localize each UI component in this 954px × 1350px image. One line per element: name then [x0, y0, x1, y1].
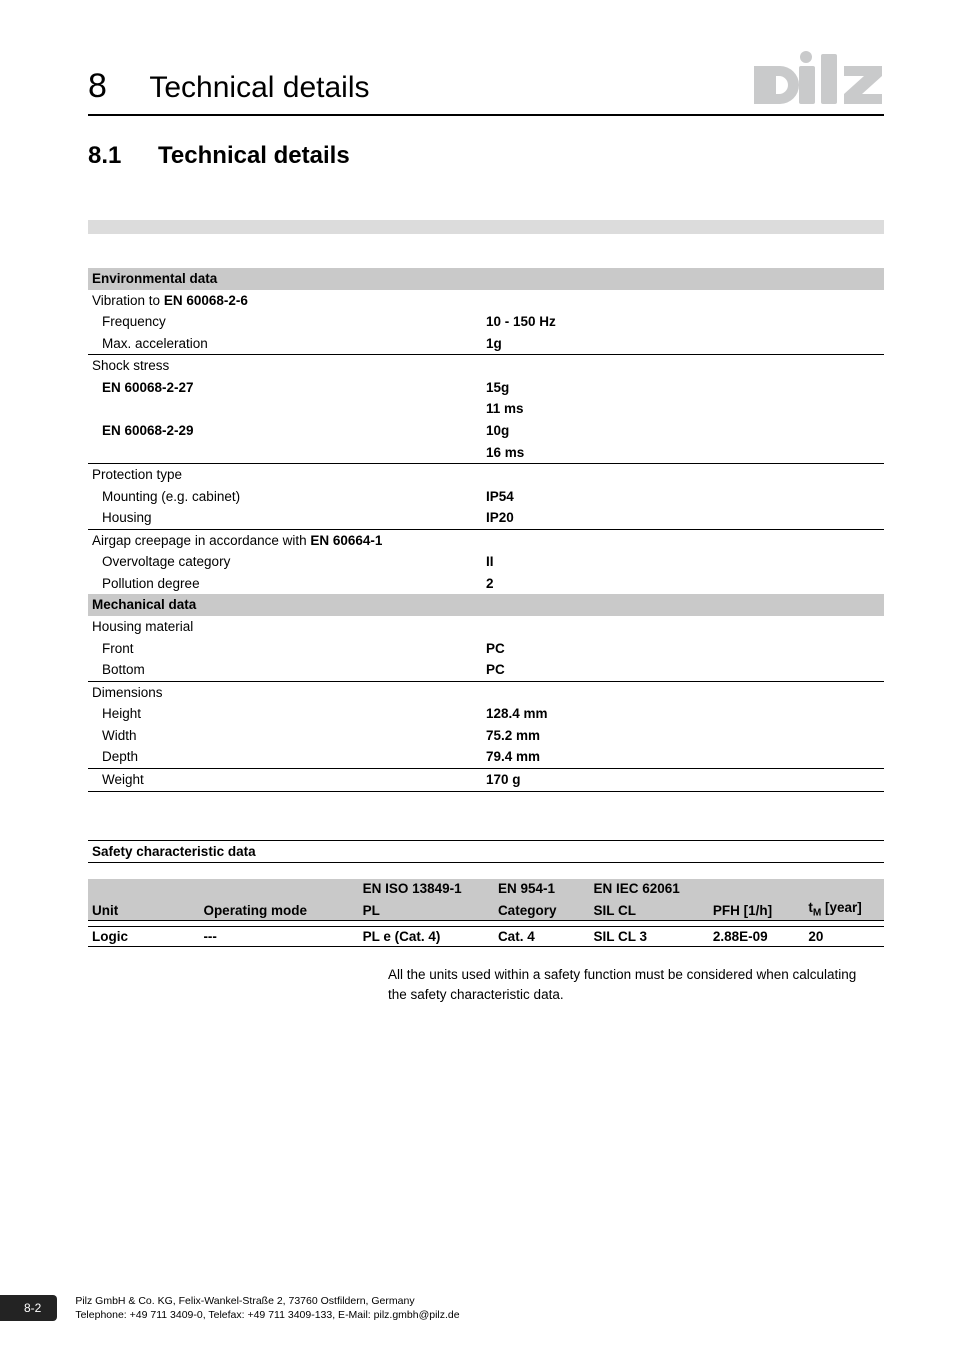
- spec-group-header: Mechanical data: [88, 594, 884, 616]
- spec-label: Bottom: [88, 659, 486, 681]
- spec-value: [486, 616, 884, 638]
- col-unit: Unit: [88, 898, 199, 921]
- safety-table: EN ISO 13849-1 EN 954-1 EN IEC 62061 Uni…: [88, 879, 884, 948]
- spec-label: Height: [88, 703, 486, 725]
- page-header: 8 Technical details: [88, 50, 884, 106]
- spec-label: [88, 442, 486, 464]
- spec-label: Vibration to EN 60068-2-6: [88, 290, 486, 312]
- spec-label: Dimensions: [88, 681, 486, 703]
- pilz-logo-icon: [754, 50, 884, 106]
- spec-value: IP20: [486, 507, 884, 529]
- spec-label: Protection type: [88, 464, 486, 486]
- spec-label: Pollution degree: [88, 573, 486, 595]
- spec-value: II: [486, 551, 884, 573]
- col-pfh: PFH [1/h]: [709, 898, 805, 921]
- safety-mode: ---: [199, 927, 358, 947]
- spec-label: Width: [88, 725, 486, 747]
- spec-value: 1g: [486, 333, 884, 355]
- spec-value: 2: [486, 573, 884, 595]
- page-number-badge: 8-2: [0, 1295, 57, 1321]
- col-mode: Operating mode: [199, 898, 358, 921]
- col-pl-top: EN ISO 13849-1: [359, 879, 494, 898]
- chapter-number: 8: [88, 67, 107, 105]
- spec-value: [486, 355, 884, 377]
- col-sil-bottom: SIL CL: [589, 898, 708, 921]
- page-footer: 8-2 Pilz GmbH & Co. KG, Felix-Wankel-Str…: [0, 1294, 460, 1322]
- col-cat-bottom: Category: [494, 898, 590, 921]
- safety-tm: 20: [804, 927, 884, 947]
- header-rule: [88, 114, 884, 116]
- safety-cat: Cat. 4: [494, 927, 590, 947]
- col-sil-top: EN IEC 62061: [589, 879, 708, 898]
- spec-table: Environmental dataVibration to EN 60068-…: [88, 268, 884, 792]
- spec-label: Housing: [88, 507, 486, 529]
- spec-label: Overvoltage category: [88, 551, 486, 573]
- spec-label: [88, 398, 486, 420]
- col-cat-top: EN 954-1: [494, 879, 590, 898]
- spec-value: 79.4 mm: [486, 746, 884, 768]
- spec-value: [486, 290, 884, 312]
- chapter-title: Technical details: [149, 71, 369, 104]
- spec-value: [486, 464, 884, 486]
- col-tm: tM [year]: [804, 898, 884, 921]
- spec-value: IP54: [486, 486, 884, 508]
- safety-note: All the units used within a safety funct…: [388, 965, 868, 1004]
- spec-label: Front: [88, 638, 486, 660]
- spec-label: Airgap creepage in accordance with EN 60…: [88, 529, 486, 551]
- spec-label: EN 60068-2-29: [88, 420, 486, 442]
- spec-label: Shock stress: [88, 355, 486, 377]
- spec-value: 75.2 mm: [486, 725, 884, 747]
- spec-label: Mounting (e.g. cabinet): [88, 486, 486, 508]
- spec-label: EN 60068-2-27: [88, 377, 486, 399]
- chapter-heading: 8 Technical details: [88, 67, 370, 106]
- spec-label: Max. acceleration: [88, 333, 486, 355]
- section-heading: 8.1 Technical details: [88, 142, 884, 170]
- spec-group-header: Environmental data: [88, 268, 884, 290]
- spec-value: 170 g: [486, 768, 884, 791]
- section-divider-bar: [88, 220, 884, 234]
- spec-value: 10 - 150 Hz: [486, 311, 884, 333]
- spec-label: Frequency: [88, 311, 486, 333]
- safety-pfh: 2.88E-09: [709, 927, 805, 947]
- footer-line1: Pilz GmbH & Co. KG, Felix-Wankel-Straße …: [75, 1294, 459, 1308]
- spec-label: Weight: [88, 768, 486, 791]
- footer-text: Pilz GmbH & Co. KG, Felix-Wankel-Straße …: [75, 1294, 459, 1322]
- spec-value: [486, 681, 884, 703]
- spec-value: [486, 529, 884, 551]
- spec-value: 128.4 mm: [486, 703, 884, 725]
- safety-pl: PL e (Cat. 4): [359, 927, 494, 947]
- safety-sil: SIL CL 3: [589, 927, 708, 947]
- spec-value: 11 ms: [486, 398, 884, 420]
- spec-label: Housing material: [88, 616, 486, 638]
- col-pl-bottom: PL: [359, 898, 494, 921]
- section-number: 8.1: [88, 142, 121, 169]
- spec-value: 10g: [486, 420, 884, 442]
- safety-header: Safety characteristic data: [88, 840, 884, 863]
- section-title-text: Technical details: [158, 142, 350, 169]
- spec-value: PC: [486, 638, 884, 660]
- safety-unit: Logic: [88, 927, 199, 947]
- safety-section: Safety characteristic data EN ISO 13849-…: [88, 840, 884, 948]
- spec-value: 16 ms: [486, 442, 884, 464]
- tm-suffix: [year]: [821, 900, 862, 915]
- spec-value: PC: [486, 659, 884, 681]
- spec-value: 15g: [486, 377, 884, 399]
- spec-label: Depth: [88, 746, 486, 768]
- footer-line2: Telephone: +49 711 3409-0, Telefax: +49 …: [75, 1308, 459, 1322]
